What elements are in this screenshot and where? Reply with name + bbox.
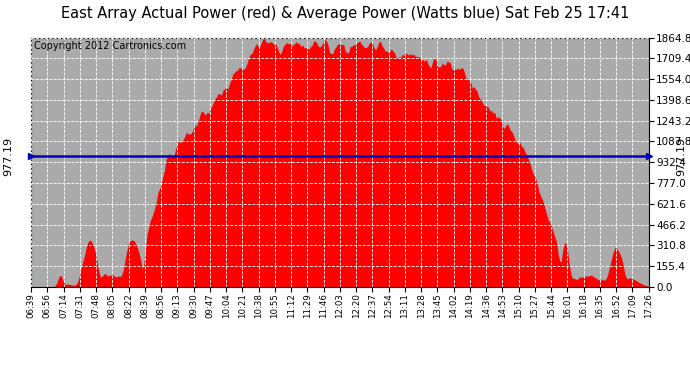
Text: 977.19: 977.19	[3, 136, 13, 176]
Text: 977.19: 977.19	[677, 136, 687, 176]
Text: East Array Actual Power (red) & Average Power (Watts blue) Sat Feb 25 17:41: East Array Actual Power (red) & Average …	[61, 6, 629, 21]
Text: Copyright 2012 Cartronics.com: Copyright 2012 Cartronics.com	[34, 41, 186, 51]
